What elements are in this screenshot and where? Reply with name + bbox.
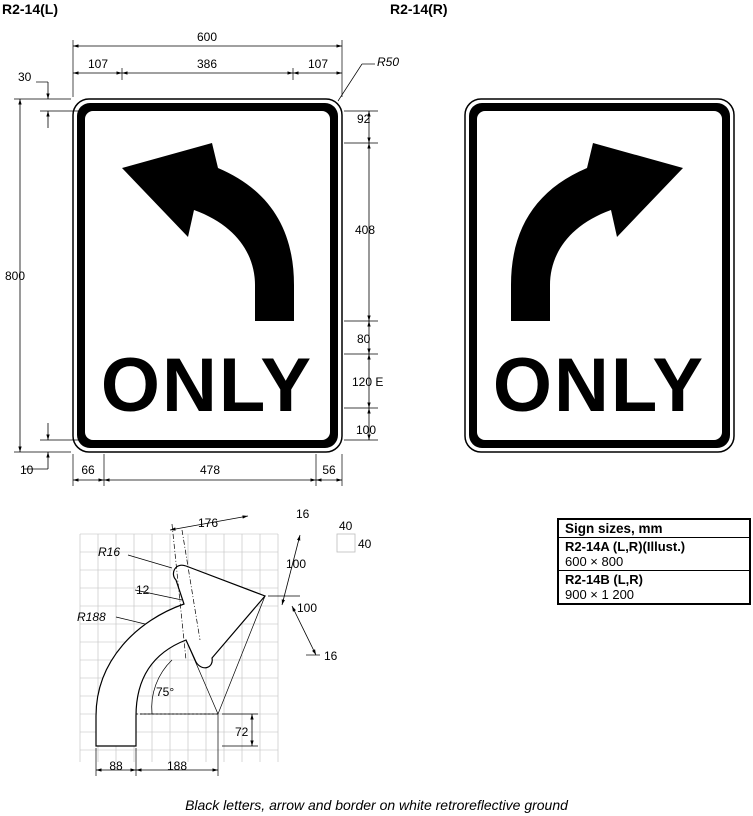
sign-title-left: R2-14(L) <box>2 1 58 17</box>
dim-right-4: 120 E <box>352 375 383 389</box>
detail-bottom-gap: 16 <box>324 649 338 663</box>
sign-left: ONLY <box>72 98 343 453</box>
sign-title-right: R2-14(R) <box>390 1 448 17</box>
dim-top-middle: 386 <box>197 57 217 71</box>
dim-bottom-left: 66 <box>81 463 95 477</box>
right-turn-arrow <box>511 143 683 321</box>
detail-head-width: 176 <box>198 516 218 530</box>
grid-legend-square <box>336 533 356 553</box>
sign-right-legend: ONLY <box>493 343 705 428</box>
size-name: R2-14A (L,R)(Illust.) <box>565 539 686 554</box>
dim-border-offset-top: 30 <box>18 70 32 84</box>
size-name: R2-14B (L,R) <box>565 572 644 587</box>
dim-bottom-right: 56 <box>322 463 336 477</box>
sizes-table-row: R2-14A (L,R)(Illust.) 600 × 800 <box>559 538 749 571</box>
detail-tip-radius: R16 <box>98 545 120 559</box>
grid-legend-v: 40 <box>358 537 372 551</box>
size-value: 600 × 800 <box>565 554 624 569</box>
sign-left-legend: ONLY <box>101 343 313 428</box>
size-value: 900 × 1 200 <box>565 587 635 602</box>
sign-right: ONLY <box>464 98 735 453</box>
dim-bottom-middle: 478 <box>200 463 220 477</box>
left-turn-arrow <box>122 143 294 321</box>
detail-head-lower: 100 <box>297 601 317 615</box>
detail-curve-radius: R188 <box>77 610 106 624</box>
sizes-table-header: Sign sizes, mm <box>559 520 749 538</box>
dim-right-2: 408 <box>355 223 375 237</box>
detail-inner-offset: 188 <box>167 759 187 773</box>
detail-head-upper: 100 <box>286 557 306 571</box>
dim-width-total: 600 <box>197 30 217 44</box>
grid-legend-h: 40 <box>339 519 353 533</box>
dim-height-total: 800 <box>5 269 25 283</box>
detail-stem-height: 72 <box>235 725 249 739</box>
dim-corner-radius: R50 <box>377 55 399 69</box>
sizes-table: Sign sizes, mm R2-14A (L,R)(Illust.) 600… <box>557 518 751 605</box>
dim-right-5: 100 <box>356 423 376 437</box>
detail-angle: 75° <box>156 685 174 699</box>
dim-border-offset-bottom: 10 <box>20 463 34 477</box>
dim-top-left: 107 <box>88 57 108 71</box>
sign-right-field <box>477 111 722 440</box>
arrow-detail <box>79 515 320 776</box>
dim-right-3: 80 <box>357 332 371 346</box>
sizes-table-row: R2-14B (L,R) 900 × 1 200 <box>559 571 749 603</box>
detail-top-gap: 16 <box>296 507 310 521</box>
dim-top-right: 107 <box>308 57 328 71</box>
dimension-lines <box>14 40 378 486</box>
arrow-outline <box>95 564 267 747</box>
detail-shaft-offset: 12 <box>136 583 150 597</box>
detail-grid <box>79 533 279 762</box>
caption: Black letters, arrow and border on white… <box>185 797 568 813</box>
dim-right-1: 92 <box>357 112 371 126</box>
detail-stem-width: 88 <box>109 759 123 773</box>
